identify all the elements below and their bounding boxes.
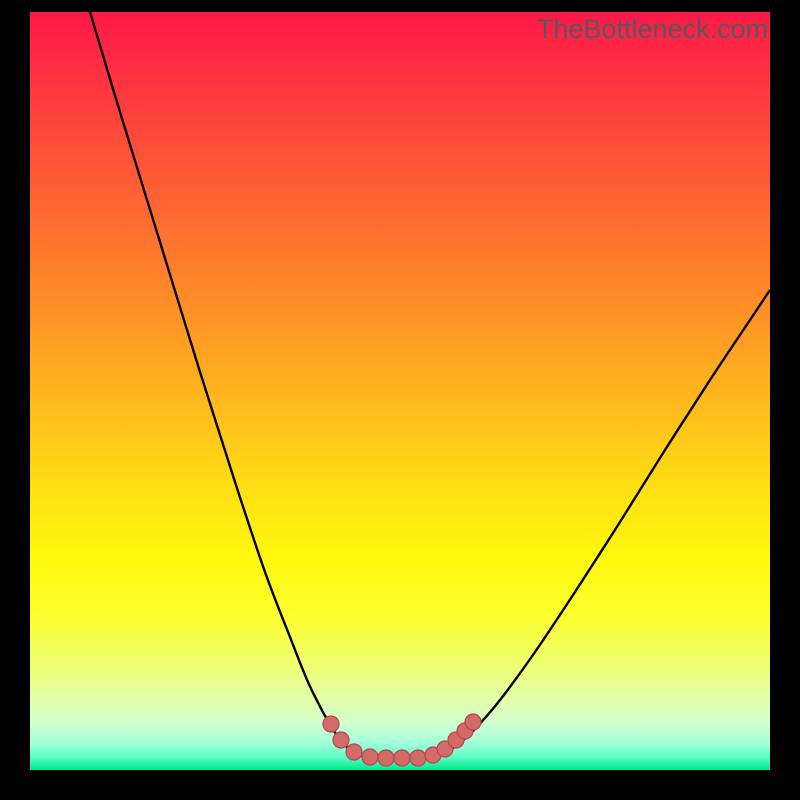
- bottleneck-curve-chart: [30, 12, 770, 770]
- chart-container: TheBottleneck.com: [0, 0, 800, 800]
- gradient-background: [30, 12, 770, 770]
- data-marker: [346, 744, 362, 760]
- data-marker: [394, 750, 410, 766]
- data-marker: [410, 750, 426, 766]
- plot-region: [30, 12, 770, 770]
- data-marker: [465, 714, 481, 730]
- data-marker: [333, 732, 349, 748]
- data-marker: [323, 716, 339, 732]
- data-marker: [378, 750, 394, 766]
- data-marker: [362, 749, 378, 765]
- watermark-text: TheBottleneck.com: [537, 14, 768, 45]
